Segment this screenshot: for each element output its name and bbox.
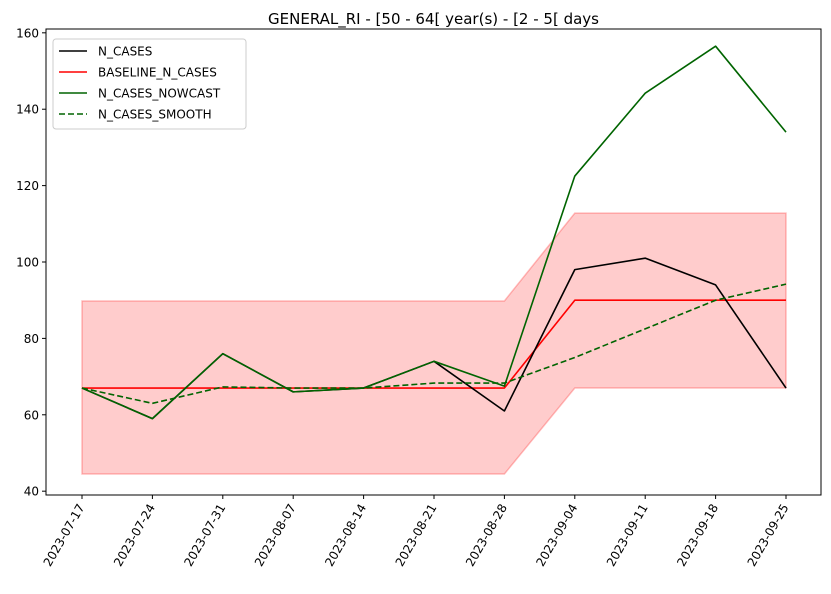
x-tick-label: 2023-08-07 — [252, 502, 299, 569]
y-tick-label: 100 — [16, 256, 39, 270]
y-tick-label: 40 — [24, 485, 39, 499]
x-axis: 2023-07-17 2023-07-24 2023-07-31 2023-08-07… — [41, 495, 792, 569]
legend-label: N_CASES — [98, 45, 152, 59]
baseline-confidence-band — [81, 212, 787, 475]
series-line-n-cases-smooth — [81, 283, 787, 405]
x-tick-label: 2023-08-14 — [322, 502, 369, 569]
legend-label: N_CASES_SMOOTH — [98, 108, 212, 122]
legend-label: N_CASES_NOWCAST — [98, 87, 221, 101]
x-tick-label: 2023-07-17 — [41, 502, 88, 569]
legend: N_CASES BASELINE_N_CASES N_CASES_NOWCAST N_… — [52, 38, 247, 130]
legend-label: BASELINE_N_CASES — [98, 66, 217, 80]
x-tick-label: 2023-08-28 — [463, 502, 510, 569]
y-axis: 40 60 80 100 120 140 160 — [16, 26, 46, 499]
y-tick-label: 120 — [16, 179, 39, 193]
series-line-baseline-n-cases — [82, 299, 786, 389]
series-layer — [81, 45, 787, 420]
x-tick-label: 2023-09-18 — [674, 502, 721, 569]
confidence-band-layer — [81, 212, 787, 475]
y-tick-label: 160 — [16, 26, 39, 40]
y-tick-label: 140 — [16, 103, 39, 117]
chart-title: GENERAL_RI - [50 - 64[ year(s) - [2 - 5[… — [268, 10, 599, 29]
x-tick-label: 2023-09-04 — [533, 502, 580, 569]
x-tick-label: 2023-07-24 — [111, 502, 158, 569]
x-tick-label: 2023-09-11 — [604, 502, 651, 569]
x-tick-label: 2023-09-25 — [745, 502, 792, 569]
x-tick-label: 2023-07-31 — [181, 502, 228, 569]
y-tick-label: 80 — [24, 332, 39, 346]
x-tick-label: 2023-08-21 — [393, 502, 440, 569]
legend-box — [52, 38, 247, 130]
y-tick-label: 60 — [24, 408, 39, 422]
series-line-n-cases-nowcast — [81, 45, 787, 420]
